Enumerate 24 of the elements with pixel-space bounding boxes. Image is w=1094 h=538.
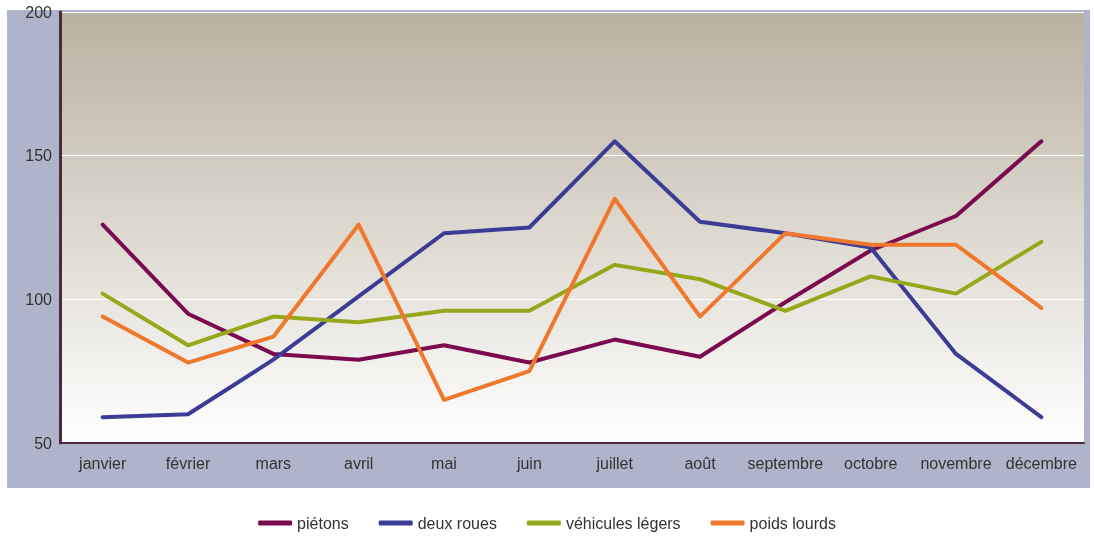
legend-label: piétons (297, 514, 349, 532)
line-series (100, 239, 1044, 348)
line-series (100, 139, 1044, 365)
x-tick-label: juillet (595, 454, 634, 472)
legend-label: véhicules légers (565, 514, 681, 532)
line-series (100, 196, 1044, 402)
x-tick-label: novembre (920, 454, 992, 472)
legend-label: deux roues (417, 514, 497, 532)
y-tick-label: 50 (34, 434, 53, 452)
x-tick-label: août (684, 454, 717, 472)
x-tick-label: juin (515, 454, 542, 472)
legend-label: poids lourds (749, 514, 836, 532)
line-series (100, 139, 1044, 420)
y-tick-label: 100 (25, 290, 53, 308)
x-tick-label: mai (431, 454, 457, 472)
x-tick-label: octobre (843, 454, 898, 472)
y-tick-label: 150 (25, 147, 53, 165)
x-tick-label: avril (343, 454, 374, 472)
x-tick-label: février (165, 454, 211, 472)
x-tick-label: septembre (747, 454, 824, 472)
x-tick-label: mars (255, 454, 292, 472)
y-tick-label: 200 (25, 3, 53, 21)
x-tick-label: décembre (1005, 454, 1078, 472)
x-tick-label: janvier (78, 454, 127, 472)
